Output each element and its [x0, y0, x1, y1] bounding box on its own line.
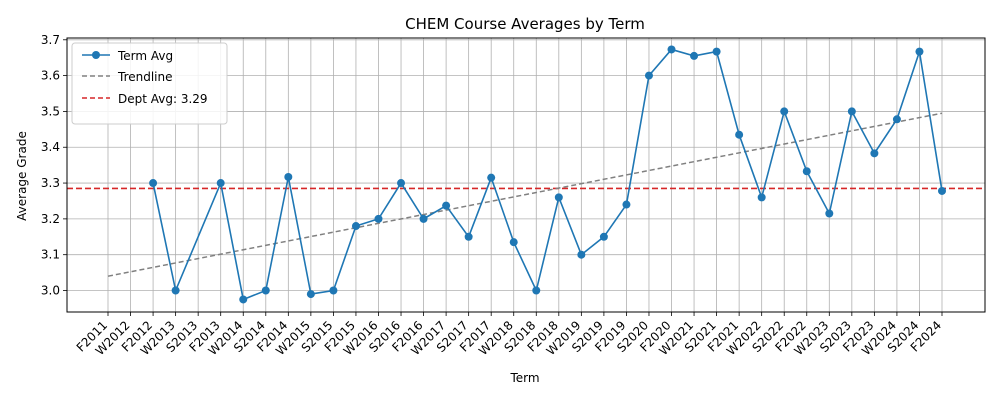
data-point: [419, 214, 428, 223]
data-point: [938, 186, 946, 195]
data-point: [667, 45, 676, 54]
y-tick-label: 3.2: [41, 212, 60, 226]
data-point: [149, 179, 158, 188]
data-point: [870, 149, 879, 158]
data-point: [644, 71, 653, 80]
data-point: [847, 107, 856, 116]
data-point: [825, 209, 834, 218]
data-point: [464, 232, 473, 241]
data-point: [374, 214, 383, 223]
data-point: [622, 200, 631, 209]
y-tick-label: 3.5: [41, 104, 60, 118]
data-point: [329, 286, 338, 295]
data-point: [577, 250, 586, 259]
data-point: [216, 179, 225, 188]
y-tick-label: 3.0: [41, 284, 60, 298]
y-axis-label: Average Grade: [15, 131, 29, 221]
data-point: [239, 295, 248, 304]
data-series: [149, 45, 946, 304]
data-point: [442, 201, 451, 210]
y-tick-label: 3.7: [41, 33, 60, 47]
data-point: [915, 47, 924, 56]
data-point: [780, 107, 789, 116]
data-point: [712, 47, 721, 56]
data-point: [171, 286, 180, 295]
data-point: [802, 167, 811, 176]
chart-title: CHEM Course Averages by Term: [405, 15, 645, 33]
data-point: [735, 130, 744, 139]
data-point: [284, 172, 293, 181]
y-tick-label: 3.1: [41, 248, 60, 262]
y-tick-label: 3.3: [41, 176, 60, 190]
data-point: [532, 286, 541, 295]
data-point: [397, 179, 406, 188]
data-point: [351, 222, 360, 231]
legend-box: [71, 42, 228, 125]
data-point: [306, 290, 315, 299]
legend-label-dept-avg: Dept Avg: 3.29: [118, 92, 208, 106]
x-axis-label: Term: [509, 371, 539, 385]
plot-frame: [66, 37, 986, 313]
data-point: [509, 238, 518, 247]
legend-label-term-avg: Term Avg: [117, 49, 173, 63]
data-point: [487, 173, 496, 182]
data-point: [892, 115, 901, 124]
reference-lines: [67, 112, 985, 277]
legend: Term Avg Trendline Dept Avg: 3.29: [71, 42, 228, 125]
y-tick-label: 3.4: [41, 140, 60, 154]
y-tick-label: 3.6: [41, 69, 60, 83]
data-point: [261, 286, 270, 295]
y-axis-ticks: 3.0 3.1 3.2 3.3 3.4 3.5 3.6 3.7: [41, 33, 67, 298]
legend-label-trendline: Trendline: [117, 70, 173, 84]
data-point: [599, 232, 608, 241]
data-point: [554, 193, 563, 202]
data-point: [757, 193, 766, 202]
data-point: [690, 51, 699, 60]
trendline: [107, 112, 943, 277]
legend-marker-term-avg: [92, 51, 100, 59]
